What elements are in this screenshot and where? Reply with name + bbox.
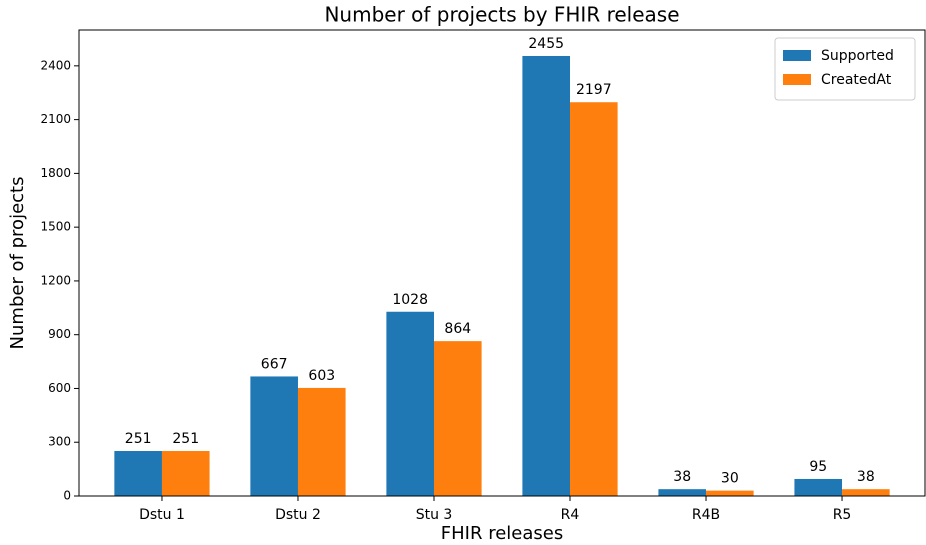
value-label: 38 — [857, 469, 875, 485]
bar — [658, 489, 707, 496]
x-tick-label: Dstu 2 — [275, 507, 321, 523]
y-tick-label: 2100 — [40, 112, 71, 126]
y-tick-label: 1800 — [40, 166, 71, 180]
y-tick-label: 0 — [63, 489, 71, 503]
value-label: 251 — [172, 431, 199, 447]
value-label: 667 — [261, 356, 288, 372]
bar — [794, 478, 843, 496]
chart-title: Number of projects by FHIR release — [324, 3, 679, 27]
legend-label: CreatedAt — [821, 72, 892, 88]
value-label: 2197 — [576, 82, 612, 98]
plot-frame — [78, 29, 926, 497]
y-tick-label: 300 — [48, 435, 71, 449]
y-tick-label: 1500 — [40, 220, 71, 234]
x-axis-label: FHIR releases — [441, 523, 563, 544]
bar — [570, 102, 618, 496]
bar — [161, 451, 210, 496]
y-axis-label: Number of projects — [7, 177, 28, 350]
bar — [433, 341, 482, 496]
value-label: 603 — [308, 368, 335, 384]
value-label: 95 — [809, 459, 827, 475]
bar — [706, 490, 754, 496]
value-label: 1028 — [392, 292, 428, 308]
y-tick-label: 1200 — [40, 273, 71, 287]
legend-swatch — [783, 74, 811, 85]
x-tick-label: R5 — [833, 507, 852, 523]
value-label: 2455 — [528, 36, 564, 52]
x-tick-label: Dstu 1 — [139, 507, 185, 523]
value-label: 864 — [444, 321, 471, 337]
bar — [386, 311, 434, 496]
bar — [297, 387, 346, 496]
bar — [114, 451, 162, 496]
value-label: 30 — [721, 471, 739, 487]
x-tick-label: Stu 3 — [416, 507, 453, 523]
legend-swatch — [783, 50, 811, 61]
x-tick-label: R4 — [561, 507, 580, 523]
value-label: 38 — [673, 469, 691, 485]
legend-label: Supported — [821, 48, 894, 64]
bar — [842, 489, 890, 496]
bar — [250, 376, 298, 496]
bar — [522, 55, 571, 496]
y-tick-label: 900 — [48, 327, 71, 341]
y-tick-label: 2400 — [40, 58, 71, 72]
value-label: 251 — [125, 431, 152, 447]
x-tick-label: R4B — [692, 507, 720, 523]
y-tick-label: 600 — [48, 381, 71, 395]
